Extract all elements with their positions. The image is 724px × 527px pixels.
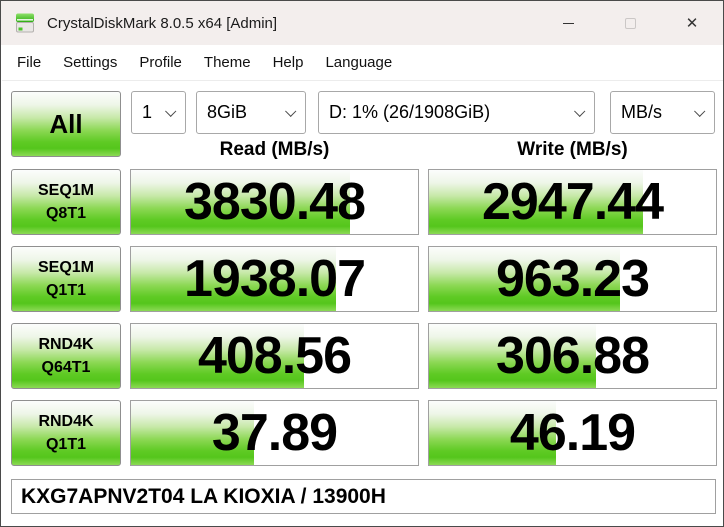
test-label-line2: Q8T1 bbox=[45, 204, 86, 222]
unit-value: MB/s bbox=[621, 102, 663, 122]
menu-item-profile[interactable]: Profile bbox=[139, 54, 182, 71]
test-size-value: 8GiB bbox=[207, 102, 248, 122]
test-label-line1: RND4K bbox=[38, 412, 94, 430]
test-button-seq1m-q8t1[interactable]: SEQ1M Q8T1 bbox=[11, 169, 121, 235]
result-bar-fill bbox=[429, 324, 596, 388]
write-result-cell: 2947.44 bbox=[428, 169, 717, 235]
maximize-button[interactable] bbox=[599, 1, 661, 45]
test-label-line1: RND4K bbox=[38, 335, 94, 353]
test-label-line2: Q1T1 bbox=[45, 281, 86, 299]
test-label-line1: SEQ1M bbox=[37, 258, 94, 276]
result-bar-fill bbox=[429, 401, 557, 465]
read-result-cell: 1938.07 bbox=[130, 246, 419, 312]
result-bar-fill bbox=[429, 170, 643, 234]
write-result-cell: 46.19 bbox=[428, 400, 717, 466]
test-size-select[interactable]: 8GiB bbox=[196, 91, 306, 134]
test-count-select[interactable]: 1 bbox=[131, 91, 186, 134]
read-result-cell: 37.89 bbox=[130, 400, 419, 466]
unit-select[interactable]: MB/s bbox=[610, 91, 715, 134]
read-result-value: 1938.07 bbox=[184, 250, 366, 308]
result-bar-fill bbox=[131, 247, 337, 311]
target-drive-select[interactable]: D: 1% (26/1908GiB) bbox=[318, 91, 595, 134]
read-result-cell: 408.56 bbox=[130, 323, 419, 389]
read-result-value: 408.56 bbox=[197, 327, 352, 385]
chevron-down-icon bbox=[694, 105, 706, 117]
close-icon: ✕ bbox=[685, 14, 699, 32]
close-button[interactable]: ✕ bbox=[661, 1, 723, 45]
window-controls: ✕ bbox=[537, 1, 723, 45]
target-drive-value: D: 1% (26/1908GiB) bbox=[329, 102, 491, 122]
read-result-value: 3830.48 bbox=[184, 173, 366, 231]
read-column-header: Read (MB/s) bbox=[219, 139, 330, 160]
test-button-seq1m-q1t1[interactable]: SEQ1M Q1T1 bbox=[11, 246, 121, 312]
window-title: CrystalDiskMark 8.0.5 x64 [Admin] bbox=[47, 14, 278, 32]
menu-item-theme[interactable]: Theme bbox=[203, 54, 251, 71]
test-button-rnd4k-q1t1[interactable]: RND4K Q1T1 bbox=[11, 400, 121, 466]
read-result-value: 37.89 bbox=[211, 404, 338, 462]
write-result-cell: 963.23 bbox=[428, 246, 717, 312]
menu-item-help[interactable]: Help bbox=[272, 54, 304, 71]
test-label-line1: SEQ1M bbox=[37, 181, 94, 199]
write-result-cell: 306.88 bbox=[428, 323, 717, 389]
titlebar: CrystalDiskMark 8.0.5 x64 [Admin] ✕ bbox=[1, 1, 723, 45]
result-bar-fill bbox=[131, 401, 255, 465]
write-result-value: 46.19 bbox=[509, 404, 636, 462]
write-result-value: 963.23 bbox=[495, 250, 650, 308]
run-all-button[interactable]: All bbox=[11, 91, 121, 157]
chevron-down-icon bbox=[574, 105, 586, 117]
result-bar-fill bbox=[131, 170, 351, 234]
write-result-value: 306.88 bbox=[495, 327, 650, 385]
menu-item-file[interactable]: File bbox=[17, 54, 42, 71]
test-label-line2: Q64T1 bbox=[41, 358, 91, 376]
chevron-down-icon bbox=[285, 105, 297, 117]
menu-item-language[interactable]: Language bbox=[325, 54, 393, 71]
menu-item-settings[interactable]: Settings bbox=[63, 54, 118, 71]
menubar: File Settings Profile Theme Help Languag… bbox=[2, 45, 723, 81]
minimize-button[interactable] bbox=[537, 1, 599, 45]
test-label-line2: Q1T1 bbox=[45, 435, 86, 453]
device-info-bar[interactable]: KXG7APNV2T04 LA KIOXIA / 13900H bbox=[11, 479, 716, 514]
chevron-down-icon bbox=[165, 105, 177, 117]
test-count-value: 1 bbox=[142, 102, 153, 122]
app-disk-icon bbox=[16, 13, 34, 33]
write-result-value: 2947.44 bbox=[482, 173, 664, 231]
result-bar-fill bbox=[429, 247, 620, 311]
test-button-rnd4k-q64t1[interactable]: RND4K Q64T1 bbox=[11, 323, 121, 389]
result-bar-fill bbox=[131, 324, 304, 388]
minimize-icon bbox=[562, 22, 574, 24]
write-column-header: Write (MB/s) bbox=[517, 139, 628, 160]
maximize-icon bbox=[624, 17, 636, 29]
read-result-cell: 3830.48 bbox=[130, 169, 419, 235]
